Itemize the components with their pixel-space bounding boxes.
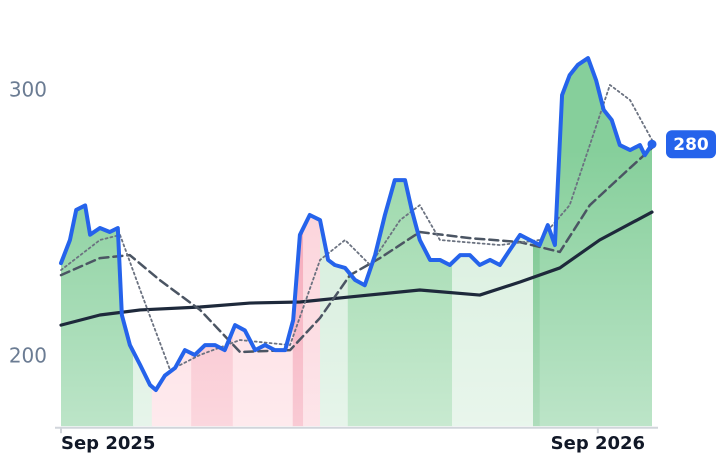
y-tick-label: 200	[9, 344, 47, 368]
last-price-label: 280	[673, 135, 709, 155]
y-tick-label: 300	[9, 78, 47, 102]
price-line	[59, 56, 654, 393]
area-fill	[61, 58, 652, 427]
last-price-badge	[666, 130, 716, 159]
moving-average-line	[60, 84, 653, 371]
x-tick-label: Sep 2026	[551, 433, 645, 454]
moving-average-line	[59, 210, 654, 327]
x-tick-label: Sep 2025	[61, 433, 155, 454]
last-price-dot	[647, 139, 657, 149]
